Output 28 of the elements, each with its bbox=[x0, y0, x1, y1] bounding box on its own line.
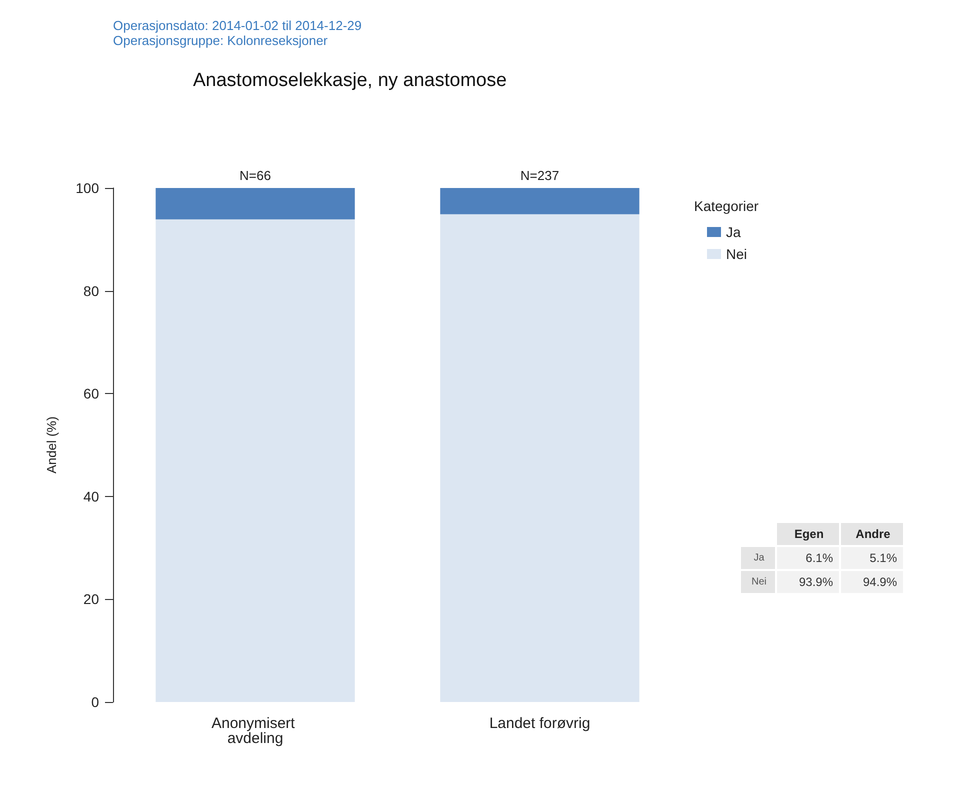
y-axis-title: Andel (%) bbox=[44, 416, 59, 474]
text: 94.9% bbox=[862, 575, 898, 589]
chart-subtitle: Operasjonsdato: 2014-01-02 til 2014-12-29 Operasjonsgruppe: Kolonreseksjoner bbox=[113, 18, 362, 48]
legend-label: Nei bbox=[726, 246, 748, 262]
y-tick-label: 60 bbox=[83, 386, 100, 402]
y-tick-label: 0 bbox=[91, 694, 100, 710]
annotation: N=66 bbox=[240, 168, 271, 183]
annotation: N=237 bbox=[520, 168, 560, 183]
bar bbox=[156, 188, 355, 220]
y-tick-label: 80 bbox=[83, 282, 100, 299]
chart-title: Anastomoselekkasje, ny anastomose bbox=[193, 70, 507, 91]
bar bbox=[440, 188, 640, 214]
y-tick-label: 20 bbox=[83, 591, 100, 608]
bar bbox=[440, 214, 640, 702]
legend-label: Ja bbox=[726, 224, 741, 240]
text: Nei bbox=[751, 576, 767, 588]
legend-title: Kategorier bbox=[694, 198, 759, 214]
text: 93.9% bbox=[798, 575, 834, 589]
x-tick-label: Landet forøvrig bbox=[489, 715, 590, 732]
text: Egen bbox=[794, 527, 824, 541]
y-tick-label: 100 bbox=[76, 180, 100, 196]
bar bbox=[156, 219, 355, 702]
x-tick-label: Anonymisert avdeling bbox=[211, 715, 300, 747]
text: Ja bbox=[754, 552, 764, 564]
text: 5.1% bbox=[870, 551, 898, 565]
text: 6.1% bbox=[806, 551, 834, 565]
text: Andre bbox=[856, 527, 891, 541]
y-tick-label: 40 bbox=[83, 488, 100, 504]
